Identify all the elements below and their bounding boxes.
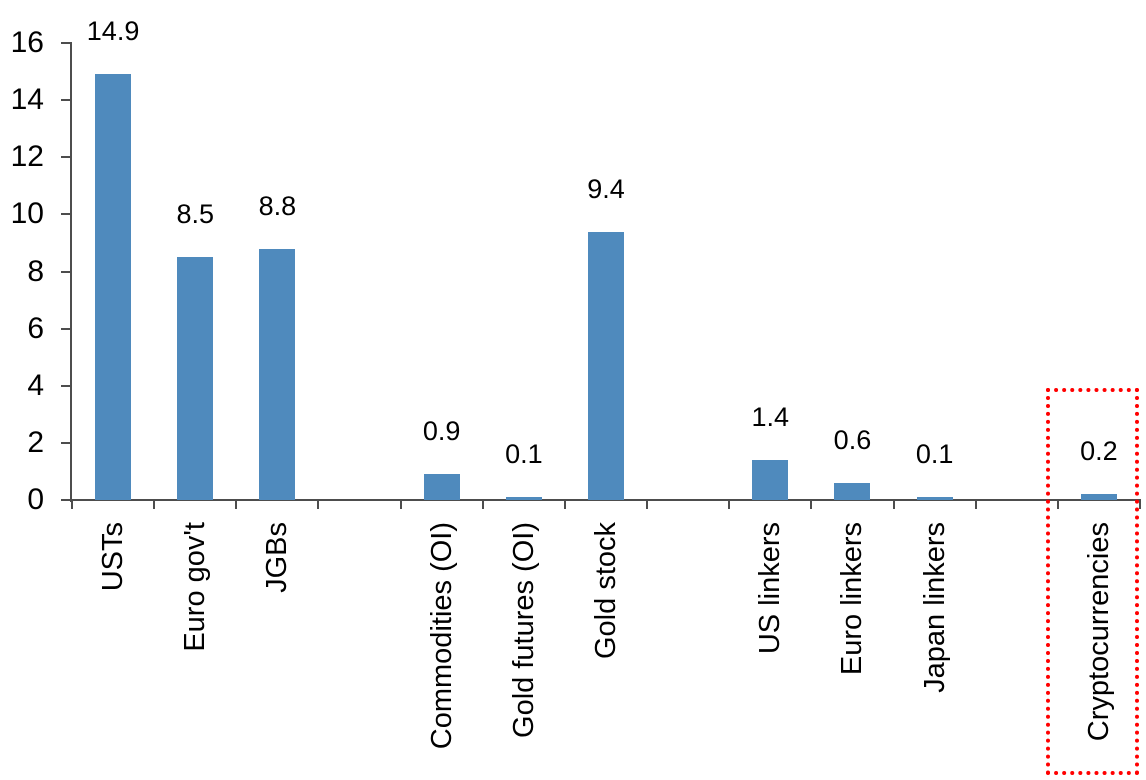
bar <box>505 497 542 500</box>
y-tick <box>61 384 72 387</box>
y-tick-label: 16 <box>10 26 44 59</box>
bar-value-label: 9.4 <box>587 174 625 204</box>
y-tick-label: 14 <box>10 83 44 117</box>
bar-value-label: 8.5 <box>176 199 214 229</box>
y-tick-label: 4 <box>27 368 44 402</box>
x-tick <box>71 500 73 509</box>
category-label: USTs <box>97 522 130 592</box>
x-tick <box>892 500 895 509</box>
bar <box>1080 494 1117 500</box>
bar-value-label: 0.1 <box>505 439 543 469</box>
y-tick-label: 8 <box>27 254 44 288</box>
bar <box>259 249 296 500</box>
y-tick <box>61 156 72 159</box>
category-label: Gold futures (OI) <box>507 522 540 738</box>
x-tick <box>563 500 566 509</box>
bar-value-label: 0.6 <box>833 425 872 455</box>
y-tick-label: 0 <box>27 483 44 516</box>
category-label: Euro gov't <box>179 522 212 652</box>
bar-value-label: 0.1 <box>915 439 954 469</box>
bar <box>588 232 624 500</box>
y-tick <box>61 99 72 102</box>
bar-value-label: 8.8 <box>258 191 297 221</box>
x-tick <box>728 500 731 509</box>
category-label: Gold stock <box>590 522 622 659</box>
x-tick <box>481 500 484 509</box>
x-tick <box>317 500 320 509</box>
bar <box>177 257 214 500</box>
bar-value-label: 0.2 <box>1080 436 1118 466</box>
y-axis-line <box>70 43 72 502</box>
y-tick-label: 6 <box>27 311 44 345</box>
bar-value-label: 1.4 <box>751 402 790 432</box>
y-tick <box>61 327 72 330</box>
x-tick <box>399 500 402 509</box>
y-tick <box>61 441 72 444</box>
bar <box>834 483 871 500</box>
y-tick <box>61 42 72 44</box>
category-label: JGBs <box>261 522 294 593</box>
highlight-box <box>1046 388 1139 775</box>
x-tick <box>153 500 156 509</box>
x-tick <box>646 500 649 509</box>
y-tick <box>61 499 72 501</box>
bar-value-label: 14.9 <box>86 16 140 46</box>
category-label: Euro linkers <box>836 522 869 676</box>
category-label: Japan linkers <box>918 522 951 693</box>
x-tick <box>1139 500 1141 509</box>
bar <box>423 474 460 500</box>
category-label: Commodities (OI) <box>425 522 458 750</box>
y-tick-label: 10 <box>10 197 44 231</box>
x-tick <box>974 500 977 509</box>
y-tick <box>61 270 72 273</box>
x-tick <box>235 500 238 509</box>
x-tick <box>1056 500 1059 509</box>
bar <box>916 497 953 500</box>
y-tick <box>61 213 72 216</box>
x-axis-line <box>70 499 1141 501</box>
bar <box>752 460 789 500</box>
bar-value-label: 0.9 <box>422 416 461 446</box>
y-tick-label: 2 <box>27 425 44 459</box>
y-tick-label: 12 <box>10 140 44 174</box>
category-label: US linkers <box>754 522 787 655</box>
bar <box>95 74 132 500</box>
x-tick <box>810 500 813 509</box>
